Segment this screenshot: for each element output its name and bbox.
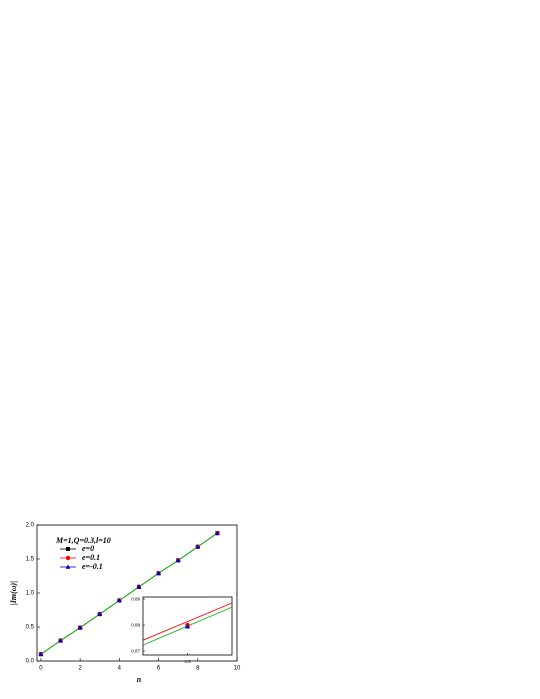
y-tick-label: 0.5 bbox=[26, 625, 35, 631]
marker bbox=[185, 624, 190, 629]
y-tick-label: 1.5 bbox=[26, 557, 35, 563]
marker bbox=[175, 557, 181, 563]
marker bbox=[156, 570, 161, 576]
legend-label: e=-0.1 bbox=[82, 562, 103, 571]
marker bbox=[77, 625, 83, 630]
marker bbox=[136, 584, 142, 589]
x-tick-label: 10 bbox=[234, 666, 241, 672]
marker bbox=[58, 638, 63, 643]
y-tick-label: 0.88 bbox=[131, 622, 140, 627]
x-axis-label: n bbox=[137, 675, 142, 684]
plot-frame bbox=[36, 524, 238, 662]
y-tick-label: 2.0 bbox=[26, 523, 35, 529]
legend-title: M=1,Q=0.3,l=10 bbox=[55, 536, 111, 545]
marker bbox=[195, 544, 201, 549]
legend-label: e=0 bbox=[82, 544, 94, 553]
x-tick-label: 4.0 bbox=[184, 659, 191, 664]
y-tick-label: 0.0 bbox=[26, 659, 35, 665]
marker bbox=[116, 597, 122, 603]
y-tick-label: 1.0 bbox=[26, 591, 35, 597]
series-line bbox=[40, 532, 218, 655]
legend-marker bbox=[66, 547, 70, 551]
x-tick-label: 8 bbox=[196, 666, 200, 672]
marker bbox=[97, 611, 103, 616]
y-tick-label: 0.87 bbox=[131, 648, 140, 653]
y-axis-label: |Im(ω)| bbox=[9, 581, 18, 605]
legend-marker bbox=[65, 555, 71, 561]
y-tick-label: 0.89 bbox=[131, 596, 140, 601]
x-tick-label: 2 bbox=[78, 666, 82, 672]
x-tick-label: 0 bbox=[39, 666, 43, 672]
series-line bbox=[142, 602, 233, 641]
x-tick-label: 4 bbox=[118, 666, 122, 672]
marker bbox=[214, 530, 220, 535]
x-tick-label: 6 bbox=[157, 666, 161, 672]
legend-marker bbox=[65, 564, 71, 569]
marker bbox=[38, 651, 44, 656]
legend-label: e=0.1 bbox=[82, 553, 100, 562]
